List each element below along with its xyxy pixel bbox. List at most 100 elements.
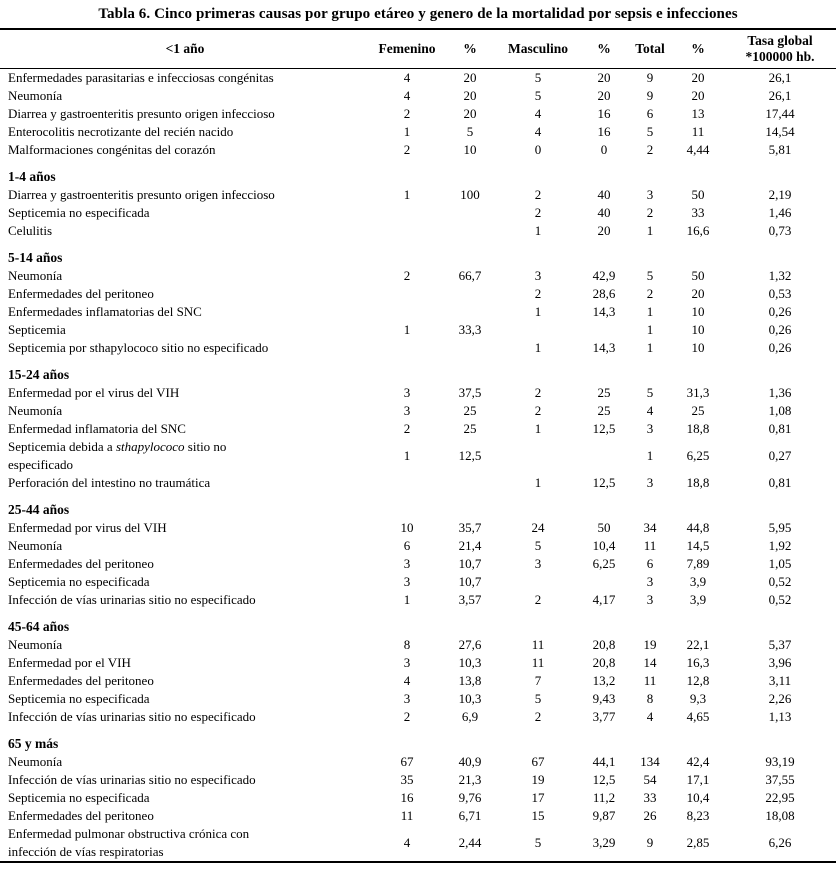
value-cell: 31,3 (686, 385, 710, 401)
value-cell: 12,5 (458, 448, 482, 464)
value-cell (444, 222, 496, 240)
cause-cell: Perforación del intestino no traumática (8, 475, 211, 491)
table-row: Infección de vías urinarias sitio no esp… (0, 771, 836, 789)
value-cell: 2 (646, 286, 654, 302)
value-cell: 0,26 (768, 304, 792, 320)
value-cell: 9,87 (592, 808, 616, 824)
value-cell (444, 474, 496, 492)
value-cell: 3 (646, 421, 654, 437)
value-cell: 40 (597, 205, 611, 221)
value-cell: 6,26 (768, 835, 792, 851)
value-cell: 4,44 (686, 142, 710, 158)
value-cell: 3 (646, 592, 654, 608)
value-cell: 5 (534, 88, 542, 104)
table-row: Neumonía 4 20 5 20 9 20 26,1 (0, 87, 836, 105)
value-cell: 93,19 (765, 754, 795, 770)
value-cell (444, 285, 496, 303)
value-cell: 1,32 (768, 268, 792, 284)
value-cell: 2 (403, 142, 411, 158)
value-cell: 10,3 (458, 691, 482, 707)
value-cell: 6,9 (461, 709, 479, 725)
section-header-row: 25-44 años (0, 492, 836, 519)
value-cell: 18,08 (765, 808, 795, 824)
value-cell: 25 (691, 403, 705, 419)
value-cell: 37,55 (765, 772, 795, 788)
table-row: Diarrea y gastroenteritis presunto orige… (0, 186, 836, 204)
value-cell: 3 (646, 475, 654, 491)
value-cell (496, 573, 580, 591)
value-cell (580, 438, 628, 474)
value-cell: 3 (403, 403, 411, 419)
value-cell: 10 (691, 322, 705, 338)
value-cell: 20 (463, 106, 477, 122)
cause-cell: Septicemia no especificada (8, 691, 150, 707)
tasa-global-line2: *100000 hb. (745, 49, 815, 65)
table-row: Diarrea y gastroenteritis presunto orige… (0, 105, 836, 123)
table-row: Septicemia debida a sthapylococo sitio n… (0, 438, 836, 474)
value-cell: 25 (463, 403, 477, 419)
value-cell: 1,05 (768, 556, 792, 572)
value-cell: 20 (691, 286, 705, 302)
value-cell: 1 (646, 340, 654, 356)
value-cell: 3 (403, 691, 411, 707)
cause-cell: Enterocolitis necrotizante del recién na… (8, 124, 234, 140)
value-cell: 16,6 (686, 223, 710, 239)
value-cell: 0,27 (768, 448, 792, 464)
value-cell: 34 (643, 520, 657, 536)
value-cell: 22,1 (686, 637, 710, 653)
value-cell (444, 303, 496, 321)
value-cell: 3 (403, 556, 411, 572)
value-cell: 10,3 (458, 655, 482, 671)
cause-cell: Enfermedades del peritoneo (8, 556, 154, 572)
value-cell: 9,76 (458, 790, 482, 806)
cause-cell: Infección de vías urinarias sitio no esp… (8, 772, 256, 788)
value-cell: 1,08 (768, 403, 792, 419)
value-cell: 66,7 (458, 268, 482, 284)
value-cell: 5 (646, 268, 654, 284)
value-cell: 2,44 (458, 835, 482, 851)
value-cell: 5,95 (768, 520, 792, 536)
value-cell: 0,53 (768, 286, 792, 302)
value-cell: 50 (691, 268, 705, 284)
value-cell: 25 (597, 385, 611, 401)
value-cell: 18,8 (686, 421, 710, 437)
value-cell: 27,6 (458, 637, 482, 653)
value-cell: 5 (646, 385, 654, 401)
value-cell: 11 (691, 124, 705, 140)
value-cell: 37,5 (458, 385, 482, 401)
table-title: Tabla 6. Cinco primeras causas por grupo… (98, 6, 738, 22)
value-cell: 1 (403, 124, 411, 140)
value-cell: 20 (597, 88, 611, 104)
value-cell: 67 (400, 754, 414, 770)
cause-cell: Neumonía (8, 268, 63, 284)
table-row: Infección de vías urinarias sitio no esp… (0, 708, 836, 726)
cause-cell: Septicemia por sthapylococo sitio no esp… (8, 340, 269, 356)
value-cell: 10 (691, 304, 705, 320)
table-row: Septicemia no especificada 3 10,3 5 9,43 8 9,3… (0, 690, 836, 708)
cause-cell: Enfermedad por el VIH (8, 655, 131, 671)
value-cell: 7 (534, 673, 542, 689)
value-cell: 6,71 (458, 808, 482, 824)
value-cell: 20 (597, 223, 611, 239)
value-cell: 2 (534, 592, 542, 608)
value-cell (370, 285, 444, 303)
value-cell: 2 (534, 187, 542, 203)
value-cell: 6 (646, 106, 654, 122)
italic-term: sthapylococo (115, 439, 185, 455)
value-cell (496, 321, 580, 339)
section-label: 15-24 años (8, 367, 70, 383)
cause-cell: Enfermedad pulmonar obstructiva crónica … (8, 826, 250, 860)
value-cell: 13,2 (592, 673, 616, 689)
value-cell: 3,57 (458, 592, 482, 608)
value-cell: 134 (640, 754, 660, 770)
value-cell: 25 (463, 421, 477, 437)
value-cell: 1 (403, 187, 411, 203)
value-cell: 5 (534, 691, 542, 707)
value-cell: 26,1 (768, 88, 792, 104)
value-cell (370, 474, 444, 492)
value-cell: 16,3 (686, 655, 710, 671)
value-cell: 2 (646, 205, 654, 221)
table-row: Septicemia no especificada 16 9,76 17 11,2 33… (0, 789, 836, 807)
value-cell: 7,89 (686, 556, 710, 572)
